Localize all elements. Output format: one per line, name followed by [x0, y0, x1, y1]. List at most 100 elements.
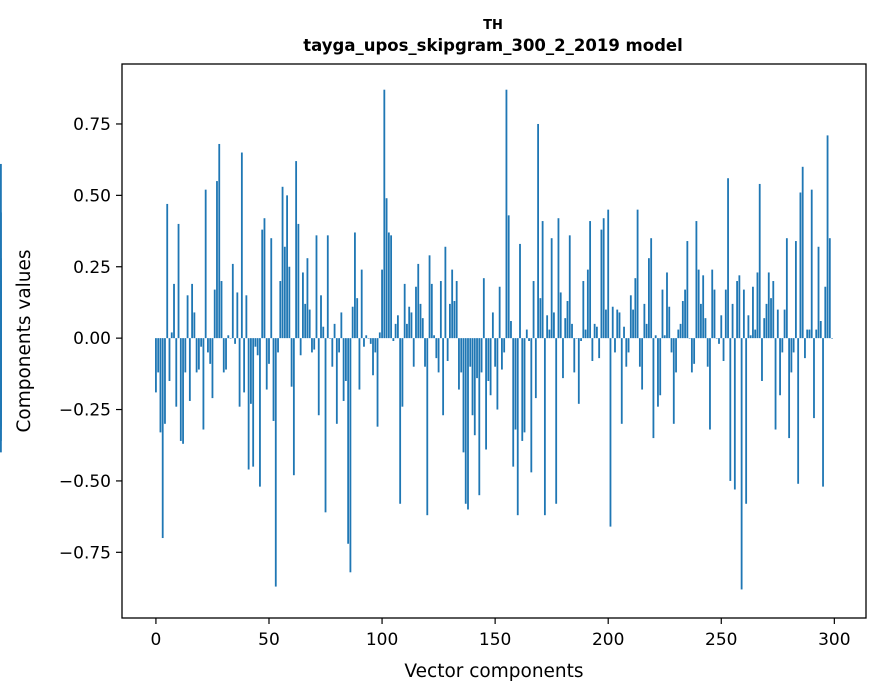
bar	[451, 269, 454, 339]
bar	[378, 332, 381, 339]
bar	[573, 338, 576, 373]
bar	[534, 338, 537, 399]
bar	[204, 189, 207, 339]
bar	[654, 335, 657, 339]
bar	[781, 338, 784, 353]
bar	[670, 338, 673, 353]
bar	[155, 338, 157, 393]
bar	[437, 338, 440, 373]
bar	[611, 306, 614, 339]
y-tick-label: 0.25	[73, 258, 111, 278]
bar	[349, 338, 352, 573]
bar	[485, 338, 487, 450]
bar	[731, 303, 734, 339]
bar	[785, 238, 788, 339]
y-tick-label: −0.50	[59, 472, 111, 492]
bar	[313, 338, 316, 350]
bar	[229, 338, 232, 339]
y-tick-label: 0.50	[73, 186, 111, 206]
bar	[770, 298, 772, 339]
bar	[396, 315, 399, 339]
bar	[333, 323, 336, 339]
bar	[424, 338, 426, 367]
bar	[449, 303, 451, 339]
bar	[191, 283, 194, 339]
bar	[808, 329, 811, 339]
bar	[381, 269, 383, 339]
bar	[625, 338, 628, 367]
bar	[376, 338, 379, 427]
bar	[618, 312, 621, 339]
bar	[600, 229, 603, 339]
bar	[593, 323, 596, 339]
y-tick-label: 0.00	[73, 329, 111, 349]
bar	[652, 338, 655, 439]
bar	[458, 338, 460, 390]
bar	[446, 338, 449, 361]
bar	[489, 338, 492, 396]
bar	[469, 338, 472, 367]
bar	[756, 272, 759, 339]
bar	[363, 338, 365, 347]
bar	[722, 338, 725, 361]
bar	[783, 309, 786, 339]
x-axis-ticks: 0 50 100 150 200 250 300	[151, 618, 851, 650]
chart-title: ТН	[483, 18, 503, 33]
bar	[695, 221, 698, 339]
bar	[557, 218, 560, 339]
bar	[308, 309, 311, 339]
bar	[0, 312, 2, 339]
bar	[498, 286, 501, 339]
bar	[815, 329, 818, 339]
bar	[342, 338, 345, 401]
bar	[582, 281, 585, 339]
bar	[790, 338, 793, 373]
bar	[401, 338, 404, 407]
bar	[763, 318, 766, 339]
bar	[752, 286, 754, 339]
bar	[801, 166, 804, 339]
x-tick-label: 50	[258, 630, 280, 650]
bar	[279, 281, 282, 339]
bar	[562, 338, 564, 379]
bar	[283, 246, 286, 339]
bar	[828, 238, 831, 339]
bar	[584, 329, 587, 339]
bar	[460, 338, 463, 373]
bar	[299, 338, 302, 356]
bar	[598, 338, 601, 359]
bar	[421, 318, 424, 339]
bar	[571, 323, 573, 339]
bar	[679, 323, 682, 339]
bar	[736, 281, 739, 339]
bar	[645, 323, 648, 339]
bar	[641, 338, 644, 390]
bar	[324, 338, 327, 513]
y-tick-label: −0.75	[59, 543, 111, 563]
bar	[568, 235, 571, 339]
bar	[586, 269, 589, 339]
bar	[668, 306, 671, 339]
bar	[322, 326, 325, 339]
bar	[200, 338, 203, 347]
bar	[697, 269, 700, 339]
bar	[369, 338, 372, 344]
bar	[609, 338, 612, 527]
bar	[288, 266, 291, 339]
bar	[589, 221, 592, 339]
bar	[340, 312, 343, 339]
bar	[512, 338, 515, 467]
bar	[433, 335, 435, 339]
x-tick-label: 300	[818, 630, 850, 650]
bar	[627, 338, 630, 353]
bar	[453, 301, 456, 339]
bar	[295, 161, 298, 339]
bar	[516, 338, 519, 516]
bar	[471, 338, 474, 416]
bar	[804, 338, 806, 359]
bar	[616, 309, 619, 339]
bar	[709, 338, 711, 430]
bar	[186, 295, 189, 339]
bar	[496, 338, 499, 410]
bar	[686, 241, 689, 339]
